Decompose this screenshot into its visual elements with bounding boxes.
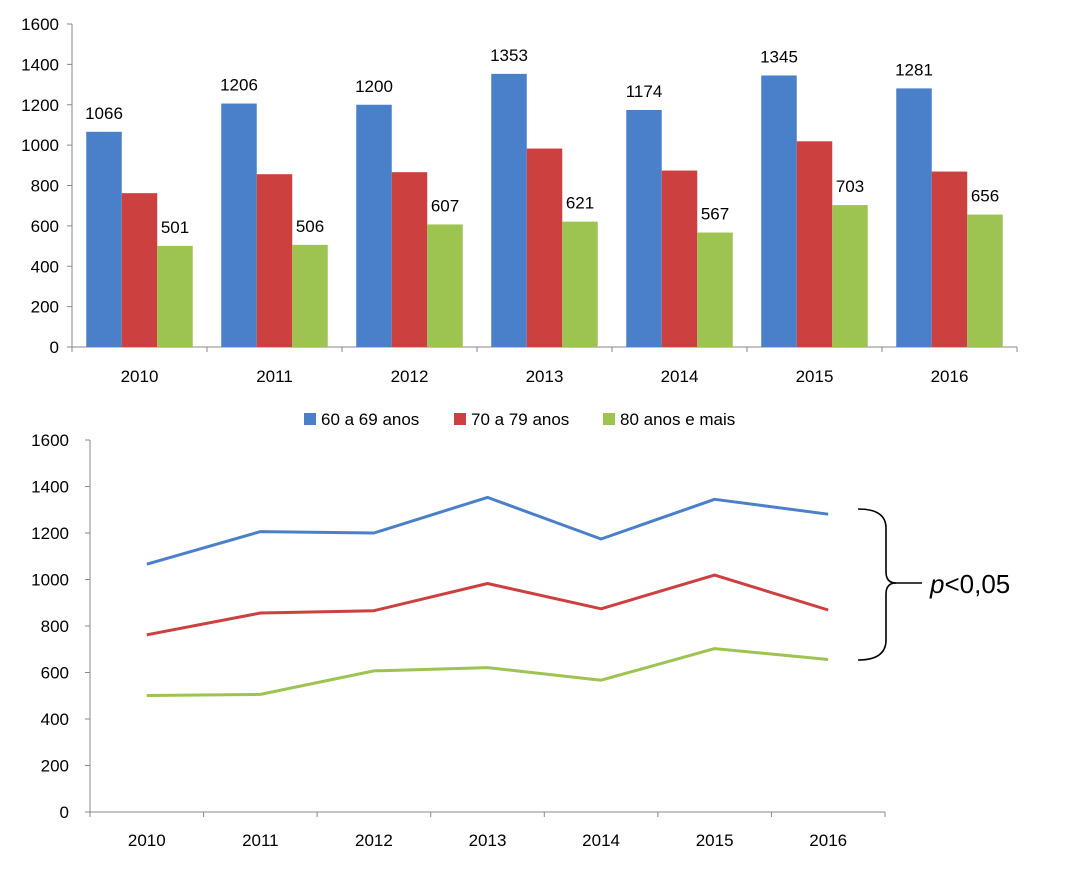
significance-annotation: p<0,05	[857, 508, 1010, 661]
bar-y-tick-label: 1600	[21, 15, 59, 34]
curly-brace	[857, 508, 897, 661]
bar-data-label: 703	[836, 177, 864, 196]
bar-x-tick-label: 2014	[661, 367, 699, 386]
bar-data-label: 1345	[760, 47, 798, 66]
legend-label: 80 anos e mais	[620, 410, 735, 429]
bar-data-label: 501	[161, 218, 189, 237]
line-x-tick-label: 2012	[355, 831, 393, 850]
line-y-tick-label: 1600	[31, 431, 69, 450]
line-y-tick-label: 1000	[31, 571, 69, 590]
bar-data-label: 506	[296, 217, 324, 236]
bar-y-tick-label: 1200	[21, 96, 59, 115]
p-value-symbol: p	[929, 569, 944, 599]
bar	[697, 232, 733, 347]
line-y-tick-label: 1200	[31, 524, 69, 543]
bar-x-tick-label: 2015	[796, 367, 834, 386]
bar	[562, 221, 598, 347]
bar	[896, 88, 932, 347]
bar	[796, 141, 833, 347]
bar-data-label: 1200	[355, 77, 393, 96]
bar-y-tick-label: 0	[50, 338, 59, 357]
bar-y-tick-label: 600	[31, 217, 59, 236]
legend: 60 a 69 anos 70 a 79 anos 80 anos e mais	[304, 410, 735, 429]
line-x-tick-label: 2013	[469, 831, 507, 850]
line-x-tick-label: 2015	[696, 831, 734, 850]
bar-x-tick-label: 2011	[256, 367, 293, 386]
bar-data-label: 607	[431, 196, 459, 215]
bar-x-tick-label: 2012	[391, 367, 429, 386]
line-y-tick-label: 800	[41, 617, 69, 636]
legend-swatch	[603, 413, 615, 425]
bar	[356, 104, 392, 347]
line-y-tick-label: 200	[41, 757, 69, 776]
legend-swatch	[454, 413, 466, 425]
bar-y-tick-label: 1400	[21, 55, 59, 74]
bar-y-tick-label: 200	[31, 298, 59, 317]
bar	[427, 224, 463, 347]
bar	[661, 170, 698, 347]
bar-y-tick-label: 800	[31, 177, 59, 196]
line-y-tick-label: 400	[41, 710, 69, 729]
line-y-tick-label: 0	[60, 803, 69, 822]
bar	[626, 109, 662, 347]
legend-label: 60 a 69 anos	[321, 410, 419, 429]
series-line	[146, 647, 829, 697]
bar-data-label: 567	[701, 205, 729, 224]
line-y-tick-label: 600	[41, 664, 69, 683]
bar	[526, 148, 563, 347]
bar-x-tick-label: 2013	[526, 367, 564, 386]
bar	[931, 171, 968, 347]
bar	[832, 205, 868, 347]
bar	[491, 73, 527, 347]
bar-y-tick-label: 1000	[21, 136, 59, 155]
bar	[86, 131, 122, 347]
line-x-tick-label: 2010	[128, 831, 166, 850]
bar-data-label: 656	[971, 187, 999, 206]
series-line	[146, 573, 829, 637]
bar	[967, 214, 1003, 347]
bar-data-label: 621	[566, 194, 594, 213]
line-x-tick-label: 2014	[582, 831, 620, 850]
bar-chart: 0 200 400 600 800 1000 1200 1400 1600 2010 1066 501…	[21, 15, 1018, 386]
bar-data-label: 1066	[85, 104, 123, 123]
bar	[157, 245, 193, 347]
bar-x-tick-label: 2016	[931, 367, 969, 386]
line-chart: 0 200 400 600 800 1000 1200 1400 1600 2010 2011 201…	[31, 431, 886, 850]
line-x-tick-label: 2016	[809, 831, 847, 850]
line-x-tick-label: 2011	[242, 831, 279, 850]
p-value-label: p<0,05	[929, 569, 1010, 599]
legend-label: 70 a 79 anos	[471, 410, 569, 429]
bar-data-label: 1174	[626, 82, 663, 101]
bar	[391, 172, 428, 347]
series-line	[146, 495, 829, 566]
bar	[256, 174, 293, 347]
bar	[221, 103, 257, 347]
bar	[292, 244, 328, 347]
bar-x-tick-label: 2010	[121, 367, 159, 386]
bar-data-label: 1206	[220, 76, 258, 95]
bar	[761, 75, 797, 348]
bar-data-label: 1281	[895, 60, 933, 79]
p-value-threshold: <0,05	[944, 569, 1010, 599]
bar	[121, 193, 158, 347]
legend-swatch	[304, 413, 316, 425]
bar-y-tick-label: 400	[31, 257, 59, 276]
line-y-tick-label: 1400	[31, 478, 69, 497]
bar-data-label: 1353	[490, 46, 528, 65]
